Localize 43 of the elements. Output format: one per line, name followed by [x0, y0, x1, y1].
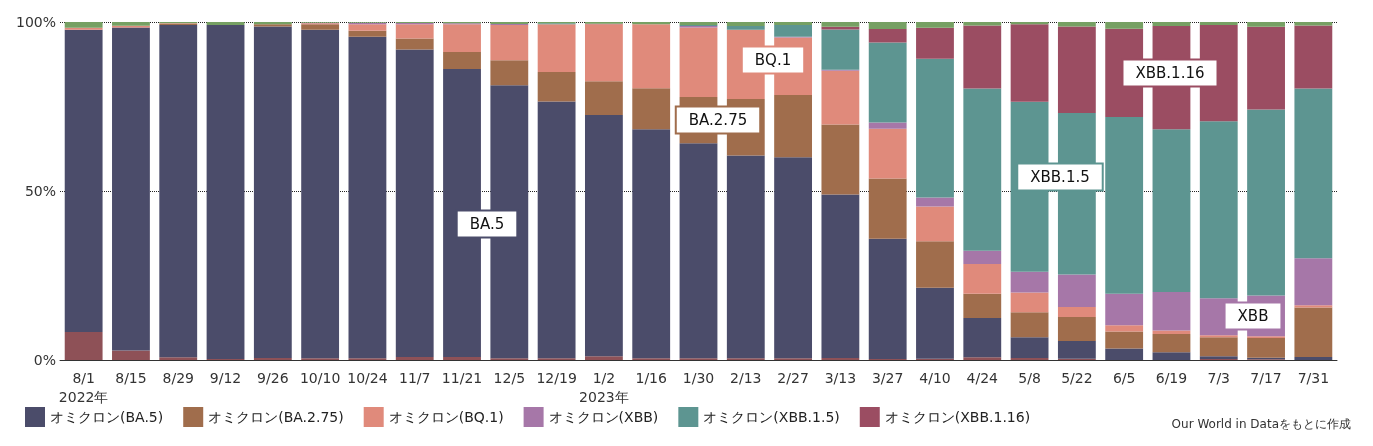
- annotation: XBB.1.16: [1135, 64, 1205, 82]
- annotation: XBB.1.5: [1030, 168, 1090, 186]
- x-tick-label: 10/10: [299, 369, 341, 386]
- y-tick-label: 100%: [15, 14, 56, 30]
- x-tick-label: 7/31: [1297, 369, 1330, 386]
- legend-label: オミクロン(XBB): [548, 409, 659, 425]
- x-tick-label: 3/27: [871, 369, 904, 386]
- x-tick-label: 9/26: [257, 369, 289, 386]
- x-tick-label: 2/13: [730, 369, 762, 386]
- x-tick-label: 4/24: [966, 369, 999, 386]
- x-tick-label: 9/12: [209, 369, 242, 386]
- annotation: BA.2.75: [688, 111, 748, 129]
- x-tick-label: 11/7: [399, 369, 431, 386]
- legend-label: オミクロン(BA.5): [50, 409, 164, 425]
- x-tick-label: 2/27: [777, 369, 809, 386]
- x-tick-label: 6/5: [1112, 369, 1136, 386]
- x-tick-label: 6/19: [1155, 369, 1188, 386]
- x-tick-label: 3/13: [824, 369, 857, 386]
- legend-label: オミクロン(BA.2.75): [208, 409, 344, 425]
- x-tick-label: 8/29: [162, 369, 194, 386]
- x-tick-label: 11/21: [441, 369, 483, 386]
- annotation: XBB: [1237, 307, 1269, 325]
- x-tick-label: 8/1 2022年: [58, 369, 109, 405]
- legend-label: オミクロン(BQ.1): [388, 409, 504, 425]
- x-tick-label: 1/16: [635, 369, 668, 386]
- x-tick-label: 5/22: [1061, 369, 1093, 386]
- annotation: BQ.1: [754, 51, 792, 69]
- x-tick-label: 5/8: [1018, 369, 1041, 386]
- x-tick-label: 10/24: [347, 369, 388, 386]
- legend-label: オミクロン(XBB.1.5): [703, 409, 840, 425]
- x-tick-label: 1/2 2023年: [579, 369, 629, 405]
- x-tick-label: 7/17: [1250, 369, 1282, 386]
- x-tick-label: 1/30: [682, 369, 715, 386]
- legend-label: オミクロン(XBB.1.16): [884, 409, 1031, 425]
- x-tick-label: 12/19: [536, 369, 577, 386]
- y-tick-label: 0%: [33, 352, 56, 368]
- x-tick-label: 8/15: [115, 369, 147, 386]
- x-tick-label: 7/3: [1207, 369, 1231, 386]
- x-tick-label: 12/5: [493, 369, 526, 386]
- annotation: BA.5: [469, 215, 505, 233]
- y-tick-label: 50%: [24, 183, 56, 199]
- x-tick-label: 4/10: [919, 369, 951, 386]
- text: Our World in Dataをもとに作成: [1171, 417, 1352, 431]
